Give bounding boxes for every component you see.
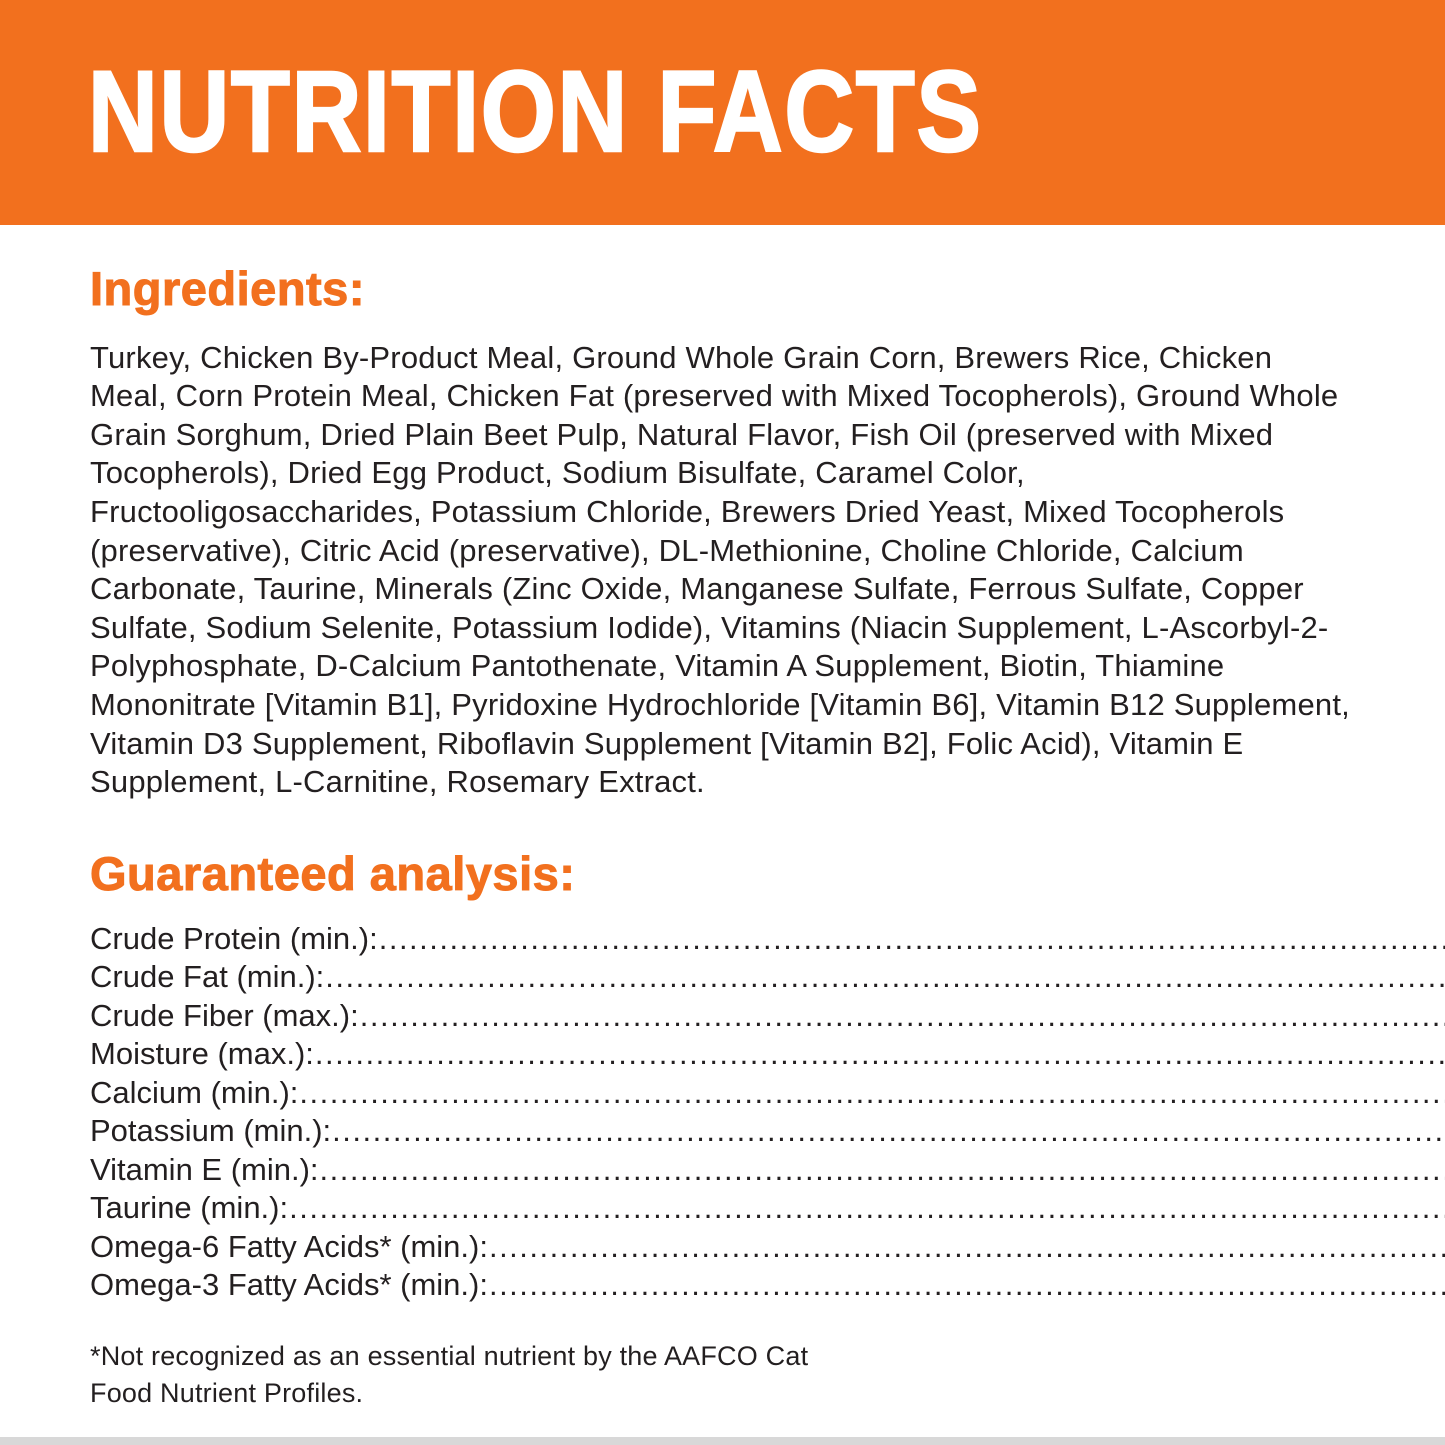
analysis-label: Omega-6 Fatty Acids* (min.): xyxy=(90,1228,488,1264)
analysis-label: Moisture (max.): xyxy=(90,1036,314,1071)
analysis-row: Crude Protein (min.): 33.0% xyxy=(90,920,1445,959)
dot-leader xyxy=(379,920,1445,959)
dot-leader xyxy=(489,1228,1445,1267)
analysis-row: Taurine (min.): 0.15% xyxy=(90,1189,1445,1228)
analysis-row: Calcium (min.): 0.8% xyxy=(90,1074,1445,1113)
ingredients-heading: Ingredients: xyxy=(90,262,365,315)
footnote: *Not recognized as an essential nutrient… xyxy=(90,1341,809,1408)
analysis-row: Omega-3 Fatty Acids* (min.): 0.3% xyxy=(90,1266,1445,1305)
analysis-label: Crude Fat (min.): xyxy=(90,959,325,994)
analysis-label: Crude Fiber (max.): xyxy=(90,997,359,1033)
analysis-row: Vitamin E (min.): 140 IU/kg xyxy=(90,1151,1445,1190)
analysis-row: Moisture (max.): 10.0% xyxy=(90,1035,1445,1074)
guaranteed-analysis-list: Crude Protein (min.): 33.0% Crude Fat (m… xyxy=(90,920,1445,1305)
ingredients-section: Ingredients: Turkey, Chicken By-Product … xyxy=(90,262,1355,802)
guaranteed-analysis-section: Guaranteed analysis: Crude Protein (min.… xyxy=(89,846,1445,1425)
dot-leader xyxy=(325,958,1445,997)
dot-leader xyxy=(489,1266,1445,1305)
bottom-edge-strip xyxy=(0,1437,1445,1445)
analysis-row: Crude Fiber (max.): 3.0% xyxy=(90,997,1445,1036)
analysis-label: Potassium (min.): xyxy=(90,1113,332,1148)
lower-columns: Guaranteed analysis: Crude Protein (min.… xyxy=(89,847,1355,1425)
analysis-label: Vitamin E (min.): xyxy=(90,1151,319,1187)
analysis-row: Potassium (min.): 0.7% xyxy=(90,1112,1445,1151)
guaranteed-analysis-heading: Guaranteed analysis: xyxy=(89,846,576,900)
analysis-label: Crude Protein (min.): xyxy=(90,920,378,956)
dot-leader xyxy=(320,1151,1445,1190)
page-title: NUTRITION FACTS xyxy=(87,48,983,176)
dot-leader xyxy=(360,997,1445,1036)
label-content: Ingredients: Turkey, Chicken By-Product … xyxy=(0,262,1445,1425)
dot-leader xyxy=(299,1074,1445,1113)
analysis-label: Calcium (min.): xyxy=(90,1074,299,1110)
analysis-row: Crude Fat (min.): 14.0% xyxy=(90,958,1445,997)
analysis-label: Omega-3 Fatty Acids* (min.): xyxy=(90,1267,488,1302)
analysis-row: Omega-6 Fatty Acids* (min.): 2.9% xyxy=(90,1228,1445,1267)
dot-leader xyxy=(315,1035,1445,1074)
ingredients-text: Turkey, Chicken By-Product Meal, Ground … xyxy=(90,339,1350,800)
header-banner: NUTRITION FACTS xyxy=(0,0,1445,225)
dot-leader xyxy=(332,1112,1445,1151)
dot-leader xyxy=(289,1189,1445,1228)
analysis-label: Taurine (min.): xyxy=(90,1190,289,1225)
